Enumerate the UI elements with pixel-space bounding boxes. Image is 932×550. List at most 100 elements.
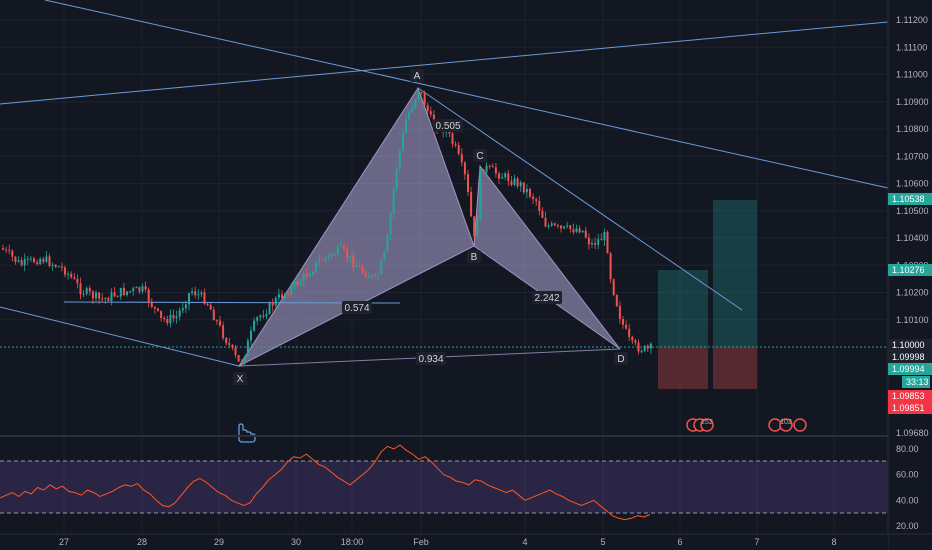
- price-tick-label: 1.11100: [896, 42, 927, 52]
- candle-body: [606, 232, 609, 254]
- pattern-labels: X A B C D 0.505 0.574 2.242 0.934: [233, 69, 628, 385]
- candle-body: [467, 174, 469, 193]
- candle-body: [203, 292, 206, 304]
- candle-body: [401, 133, 404, 151]
- candle-body: [237, 354, 240, 362]
- rsi-pane[interactable]: [0, 444, 888, 521]
- ratio-xad: 0.934: [418, 354, 443, 365]
- candle-body: [566, 225, 569, 227]
- economic-event-flags-icon[interactable]: 252 102: [686, 418, 807, 432]
- candle-body: [321, 260, 324, 262]
- candle-body: [36, 262, 39, 265]
- price-tag-bg: [888, 402, 932, 414]
- price-tick-label: 1.11000: [896, 70, 928, 80]
- candle-body: [470, 192, 473, 217]
- candle-body: [5, 249, 8, 251]
- price-tick-label: 1.09680: [896, 428, 929, 438]
- time-tick-label: 30: [291, 537, 301, 547]
- long-position-2[interactable]: [713, 200, 757, 389]
- candle-body: [631, 336, 634, 341]
- candle-body: [485, 165, 488, 173]
- price-tag-label: 1.09853: [892, 391, 925, 401]
- candle-body: [271, 302, 274, 306]
- candle-body: [563, 226, 566, 229]
- candle-body: [339, 245, 342, 247]
- candle-body: [457, 145, 460, 155]
- price-tag-bg: [888, 264, 932, 276]
- candle-body: [60, 266, 63, 268]
- candle-body: [191, 291, 194, 294]
- candle-body: [646, 345, 649, 349]
- time-tick-label: 5: [600, 537, 605, 547]
- candle-body: [293, 281, 296, 287]
- candle-body: [569, 225, 572, 230]
- candle-body: [535, 199, 538, 202]
- candle-body: [14, 256, 17, 262]
- candle-body: [501, 177, 504, 179]
- candle-body: [318, 260, 321, 263]
- candle-body: [11, 250, 14, 257]
- candle-body: [414, 99, 417, 108]
- candle-body: [327, 254, 330, 258]
- candle-body: [150, 301, 153, 307]
- position-2-loss-zone: [713, 347, 757, 389]
- time-axis[interactable]: 27 28 29 30 18:00 Feb 4 5 6 7 8: [0, 533, 932, 550]
- candle-body: [70, 273, 73, 278]
- candle-body: [23, 259, 26, 266]
- candle-body: [228, 343, 231, 345]
- candle-body: [556, 225, 559, 227]
- price-tag-bg: [888, 363, 932, 375]
- candle-body: [209, 304, 212, 310]
- grid-lines: [0, 0, 888, 534]
- time-tick-label: 28: [137, 537, 147, 547]
- candle-body: [622, 319, 624, 325]
- candle-body: [259, 315, 262, 318]
- candle-body: [336, 246, 339, 255]
- price-tick-label: 1.10400: [896, 233, 929, 243]
- candle-body: [516, 178, 519, 187]
- candle-body: [355, 266, 358, 268]
- trendline-upper-down[interactable]: [44, 0, 889, 189]
- candle-body: [110, 292, 113, 302]
- price-tag-bg: [888, 351, 932, 363]
- candle-body: [215, 320, 218, 322]
- price-axis[interactable]: 1.11200 1.11100 1.11000 1.10900 1.10800 1.107…: [887, 0, 932, 550]
- candle-body: [358, 266, 361, 268]
- candle-body: [615, 294, 618, 307]
- candle-body: [132, 288, 135, 292]
- long-position-1[interactable]: [658, 270, 708, 389]
- candle-body: [126, 291, 128, 296]
- trendline-channel[interactable]: [417, 87, 743, 311]
- time-tick-label: 18:00: [341, 537, 364, 547]
- candle-body: [324, 257, 327, 261]
- candle-body: [429, 111, 432, 115]
- candle-body: [51, 264, 54, 267]
- trendline-upper-up[interactable]: [0, 21, 889, 105]
- candle-body: [144, 286, 147, 290]
- candle-body: [234, 347, 237, 355]
- rsi-line: [0, 444, 651, 521]
- candle-body: [504, 173, 507, 178]
- candle-body: [42, 258, 45, 262]
- candle-body: [281, 294, 283, 299]
- candle-body: [432, 114, 435, 124]
- candle-body: [389, 213, 392, 235]
- point-c-label: C: [476, 151, 483, 162]
- candle-body: [575, 228, 578, 233]
- rsi-axis[interactable]: 80.00 60.00 40.00 20.00: [896, 444, 919, 531]
- candle-body: [256, 317, 259, 321]
- price-tick-label: 1.10500: [896, 206, 929, 216]
- candle-body: [197, 294, 200, 296]
- candle-body: [219, 320, 221, 326]
- pointer-hand-icon[interactable]: [238, 423, 256, 443]
- candle-body: [603, 232, 606, 241]
- trendline-lower[interactable]: [0, 306, 240, 367]
- candle-body: [367, 277, 370, 279]
- ratio-xab: 0.574: [344, 303, 369, 314]
- candle-body: [308, 274, 311, 277]
- candle-body: [649, 343, 652, 349]
- candle-body: [398, 150, 401, 169]
- price-tag-bg: [902, 376, 930, 388]
- rsi-tick-label: 40.00: [896, 495, 919, 505]
